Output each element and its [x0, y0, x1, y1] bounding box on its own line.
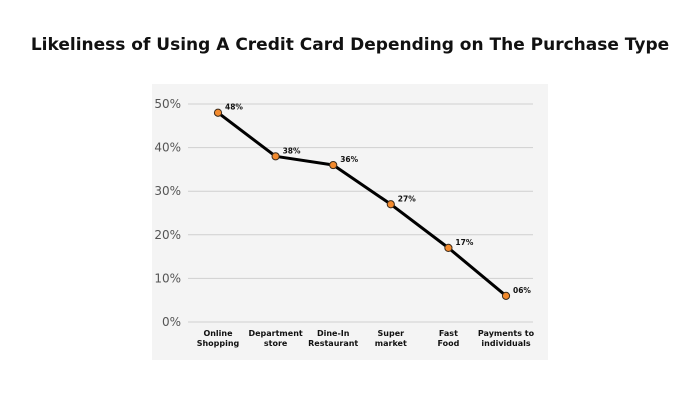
data-label: 17% — [455, 238, 473, 247]
data-label: 06% — [513, 286, 531, 295]
y-tick-label: 20% — [154, 228, 181, 242]
x-tick-label: Payments to individuals — [478, 329, 535, 348]
data-label: 38% — [283, 146, 301, 155]
data-label: 36% — [340, 155, 358, 164]
plot-panel — [152, 84, 548, 360]
x-tick-label: Dine-In Restaurant — [308, 329, 358, 348]
data-point — [213, 108, 223, 117]
data-label: 27% — [398, 194, 416, 203]
x-tick-label: Fast Food — [437, 329, 459, 348]
y-tick-label: 40% — [154, 141, 181, 155]
y-tick-label: 30% — [154, 184, 181, 198]
y-tick-label: 10% — [154, 271, 181, 285]
data-point — [444, 243, 453, 252]
y-tick-label: 50% — [154, 97, 181, 111]
data-point — [271, 152, 280, 161]
data-point — [501, 291, 511, 300]
series-line — [216, 111, 508, 298]
data-point — [329, 160, 338, 170]
x-tick-label: Online Shopping — [197, 329, 240, 348]
x-tick-label: Department store — [248, 329, 302, 348]
chart-title: Likeliness of Using A Credit Card Depend… — [30, 35, 670, 55]
x-tick-label: Super market — [375, 329, 407, 348]
y-tick-label: 0% — [162, 315, 181, 329]
data-point — [386, 200, 395, 209]
data-label: 48% — [225, 103, 243, 112]
